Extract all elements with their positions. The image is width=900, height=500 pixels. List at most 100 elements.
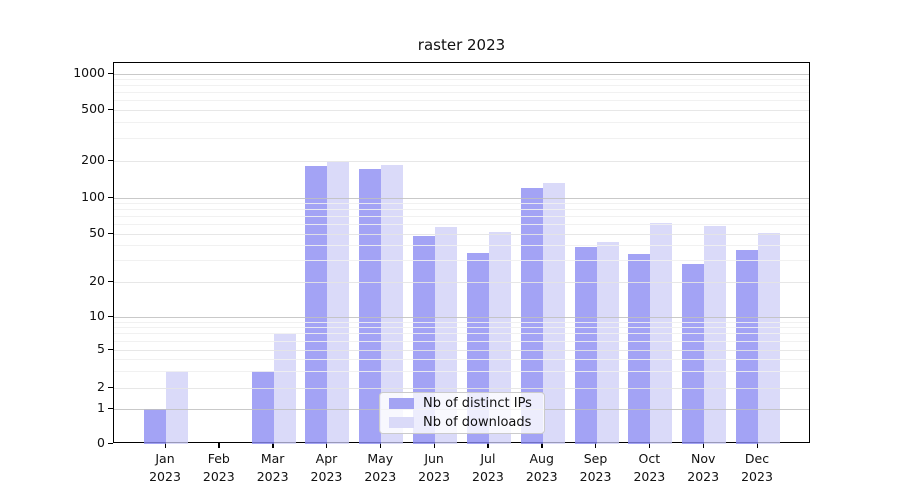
minor-gridline-3 bbox=[114, 370, 809, 372]
x-tick-mark-feb bbox=[218, 443, 220, 448]
y-tick-mark-5 bbox=[108, 348, 113, 350]
legend: Nb of distinct IPs Nb of downloads bbox=[379, 392, 545, 434]
x-tick-year: 2023 bbox=[202, 468, 235, 484]
y-tick-label-50: 50 bbox=[89, 225, 105, 240]
bar-nb-of-distinct-ips-mar bbox=[251, 371, 274, 444]
bar-nb-of-distinct-ips-sep bbox=[574, 247, 597, 444]
minor-gridline-300 bbox=[114, 137, 809, 139]
minor-gridline-9 bbox=[114, 321, 809, 323]
legend-swatch-distinct-ips bbox=[389, 398, 414, 409]
x-tick-mark-dec bbox=[756, 443, 758, 448]
gridline-500 bbox=[114, 109, 809, 111]
legend-label-distinct-ips: Nb of distinct IPs bbox=[423, 396, 532, 411]
minor-gridline-90 bbox=[114, 202, 809, 204]
y-tick-label-20: 20 bbox=[89, 273, 105, 288]
x-tick-year: 2023 bbox=[687, 468, 720, 484]
y-tick-mark-1000 bbox=[108, 72, 113, 74]
minor-gridline-800 bbox=[114, 85, 809, 87]
y-tick-mark-100 bbox=[108, 196, 113, 198]
x-tick-year: 2023 bbox=[149, 468, 181, 484]
minor-gridline-6 bbox=[114, 340, 809, 342]
x-tick-month: Jun bbox=[424, 451, 444, 466]
bar-nb-of-downloads-oct bbox=[650, 222, 673, 444]
y-tick-label-1: 1 bbox=[97, 400, 105, 415]
gridline-50 bbox=[114, 233, 809, 235]
bar-nb-of-downloads-mar bbox=[273, 333, 296, 444]
y-tick-label-10: 10 bbox=[89, 308, 105, 323]
x-tick-year: 2023 bbox=[256, 468, 289, 484]
gridline-1000 bbox=[114, 73, 809, 75]
x-tick-mark-oct bbox=[648, 443, 651, 448]
x-tick-month: Mar bbox=[260, 451, 285, 466]
gridline-2 bbox=[114, 387, 809, 389]
minor-gridline-30 bbox=[114, 260, 809, 262]
minor-gridline-900 bbox=[114, 78, 809, 80]
x-tick-mark-jul bbox=[487, 443, 489, 448]
bar-nb-of-distinct-ips-jan bbox=[144, 409, 166, 444]
x-tick-mark-mar bbox=[272, 443, 274, 448]
y-tick-label-200: 200 bbox=[81, 152, 105, 167]
x-tick-month: Apr bbox=[315, 451, 338, 466]
y-tick-mark-20 bbox=[108, 280, 113, 282]
x-tick-label-oct: Oct 2023 bbox=[617, 450, 681, 485]
x-tick-label-jan: Jan 2023 bbox=[133, 450, 197, 485]
x-tick-year: 2023 bbox=[525, 468, 558, 484]
x-tick-label-apr: Apr 2023 bbox=[294, 450, 358, 485]
x-tick-month: Sep bbox=[583, 451, 608, 466]
y-tick-mark-200 bbox=[108, 159, 113, 161]
x-tick-month: Dec bbox=[744, 451, 770, 466]
minor-gridline-70 bbox=[114, 216, 809, 218]
x-tick-label-may: May 2023 bbox=[348, 450, 412, 485]
x-tick-label-nov: Nov 2023 bbox=[671, 450, 735, 485]
x-tick-label-feb: Feb 2023 bbox=[187, 450, 251, 485]
gridline-20 bbox=[114, 281, 809, 283]
x-tick-mark-nov bbox=[702, 443, 705, 448]
x-tick-year: 2023 bbox=[741, 468, 773, 484]
y-tick-label-2: 2 bbox=[97, 379, 105, 394]
y-tick-label-500: 500 bbox=[81, 101, 105, 116]
x-tick-mark-aug bbox=[541, 443, 543, 448]
x-tick-month: Jul bbox=[480, 451, 496, 466]
x-tick-label-aug: Aug 2023 bbox=[510, 450, 574, 485]
legend-row-distinct-ips: Nb of distinct IPs bbox=[389, 396, 535, 411]
bar-nb-of-distinct-ips-aug bbox=[520, 188, 543, 444]
legend-row-downloads: Nb of downloads bbox=[389, 415, 535, 430]
x-tick-year: 2023 bbox=[633, 468, 666, 484]
bar-nb-of-distinct-ips-apr bbox=[305, 165, 328, 444]
bar-nb-of-downloads-sep bbox=[596, 241, 619, 444]
bar-nb-of-downloads-dec bbox=[758, 232, 780, 444]
x-tick-label-dec: Dec 2023 bbox=[725, 450, 789, 485]
x-tick-mark-sep bbox=[595, 443, 597, 448]
y-tick-mark-10 bbox=[108, 315, 113, 317]
minor-gridline-600 bbox=[114, 100, 809, 102]
minor-gridline-7 bbox=[114, 333, 809, 335]
minor-gridline-4 bbox=[114, 358, 809, 360]
gridline-10 bbox=[114, 316, 809, 318]
x-tick-label-sep: Sep 2023 bbox=[564, 450, 628, 485]
bar-nb-of-downloads-jun bbox=[435, 227, 458, 444]
y-tick-label-5: 5 bbox=[97, 341, 105, 356]
y-tick-mark-50 bbox=[108, 232, 113, 234]
minor-gridline-80 bbox=[114, 209, 809, 211]
gridline-5 bbox=[114, 349, 809, 351]
legend-label-downloads: Nb of downloads bbox=[423, 415, 532, 430]
x-tick-month: Jan bbox=[155, 451, 175, 466]
x-tick-label-jun: Jun 2023 bbox=[402, 450, 466, 485]
x-tick-mark-may bbox=[379, 443, 382, 448]
x-tick-month: Aug bbox=[529, 451, 554, 466]
x-tick-year: 2023 bbox=[472, 468, 504, 484]
y-tick-label-1000: 1000 bbox=[73, 65, 105, 80]
minor-gridline-400 bbox=[114, 121, 809, 123]
gridline-100 bbox=[114, 197, 809, 199]
x-tick-mark-jan bbox=[164, 443, 166, 448]
chart-title: raster 2023 bbox=[417, 36, 506, 54]
bar-nb-of-downloads-may bbox=[381, 164, 404, 444]
gridline-200 bbox=[114, 160, 809, 162]
minor-gridline-700 bbox=[114, 92, 809, 94]
bar-nb-of-distinct-ips-dec bbox=[736, 249, 758, 444]
bar-nb-of-downloads-apr bbox=[327, 162, 350, 444]
x-tick-month: Feb bbox=[207, 451, 230, 466]
y-tick-label-100: 100 bbox=[81, 189, 105, 204]
bar-nb-of-downloads-aug bbox=[542, 183, 565, 444]
